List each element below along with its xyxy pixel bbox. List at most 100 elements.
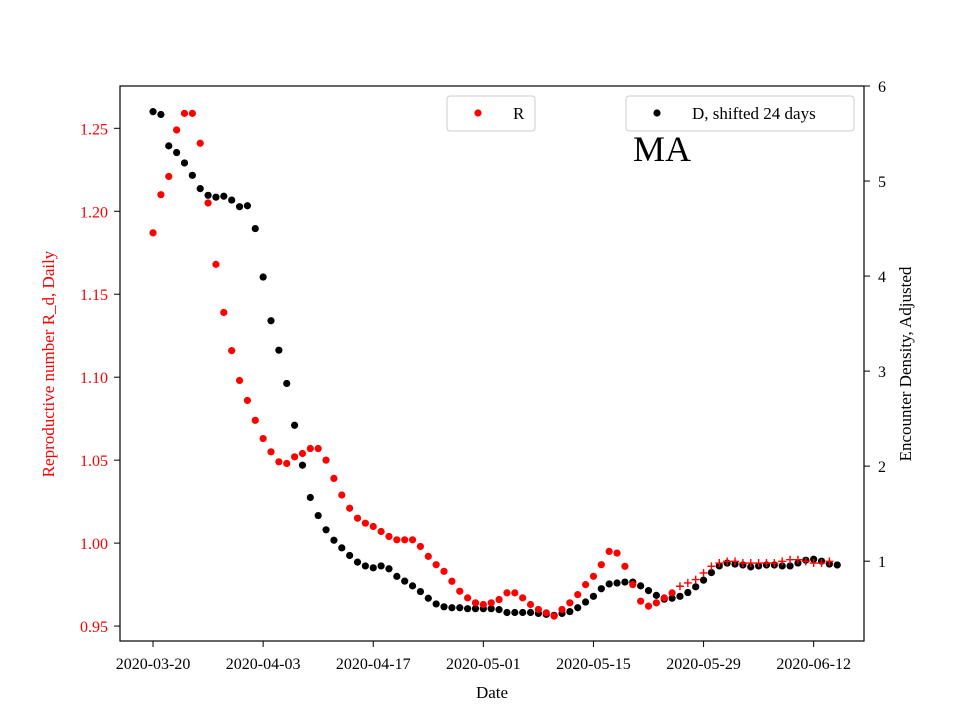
r-point: [401, 536, 409, 544]
r-point: [314, 444, 322, 453]
y-tick-label-left: 1.00: [80, 536, 108, 553]
y-axis-right: 1 2 3 4 5 6: [864, 79, 886, 571]
r-point: [550, 612, 558, 620]
d-point: [699, 576, 708, 584]
r-point: [408, 536, 417, 544]
x-tick-label: 2020-03-20: [116, 656, 191, 673]
d-point: [707, 568, 716, 577]
r-cross-point: [754, 559, 763, 568]
r-cross-point: [825, 557, 834, 566]
r-cross-point: [746, 559, 755, 568]
r-cross-point: [809, 559, 818, 568]
r-cross-point: [778, 557, 787, 566]
r-series-group: [149, 109, 676, 620]
d-point: [652, 591, 660, 599]
d-point: [621, 578, 629, 586]
y-tick-label-right: 6: [878, 79, 886, 96]
r-point: [298, 449, 307, 458]
d-point: [346, 551, 354, 560]
d-point: [574, 604, 582, 612]
r-cross-point: [675, 582, 684, 591]
d-point: [589, 592, 598, 600]
r-cross-point: [683, 578, 692, 587]
y-axis-left: 0.95 1.00 1.05 1.10 1.15 1.20 1.25: [80, 121, 120, 636]
legend-r-marker: [474, 109, 482, 117]
r-point: [644, 602, 653, 610]
r-point: [220, 308, 228, 317]
r-point: [188, 109, 196, 117]
d-point: [424, 594, 432, 602]
y-tick-label-left: 1.10: [80, 370, 108, 387]
d-point: [377, 562, 385, 570]
d-point: [526, 608, 535, 617]
r-point: [613, 549, 621, 557]
d-point: [228, 196, 236, 204]
d-point: [204, 191, 212, 199]
y-tick-label-right: 5: [878, 174, 886, 191]
r-cross-point: [801, 557, 810, 566]
r-point: [369, 522, 377, 531]
r-point: [479, 600, 487, 609]
r-point: [346, 504, 354, 512]
y-axis-label-right: Encounter Density, Adjusted: [896, 266, 915, 461]
r-point: [267, 448, 275, 456]
r-point: [566, 599, 574, 607]
plot-frame: [119, 85, 865, 642]
r-point: [503, 589, 511, 597]
r-point: [456, 587, 464, 595]
y-tick-label-right: 2: [878, 459, 886, 476]
r-point: [574, 590, 582, 599]
r-point: [306, 444, 314, 453]
r-cross-point: [762, 559, 771, 568]
y-tick-label-right: 4: [878, 269, 886, 286]
d-point: [408, 582, 417, 590]
y-tick-label-right: 1: [878, 554, 886, 571]
r-point: [519, 594, 527, 602]
r-point: [471, 599, 480, 607]
x-tick-label: 2020-06-12: [776, 656, 851, 673]
y-tick-label-left: 1.05: [80, 453, 108, 470]
d-point: [676, 592, 684, 600]
r-point: [149, 229, 157, 237]
r-point: [251, 416, 259, 424]
d-point: [149, 108, 157, 116]
r-point: [283, 459, 291, 468]
r-cross-point: [738, 559, 747, 568]
r-point: [440, 567, 448, 575]
d-point: [597, 585, 605, 593]
x-tick-label: 2020-04-17: [336, 656, 411, 673]
x-tick-label: 2020-05-15: [556, 656, 631, 673]
y-axis-label-left: Reproductive number R_d, Daily: [39, 250, 58, 477]
d-point: [361, 562, 369, 570]
d-point: [401, 577, 409, 585]
r-point: [495, 595, 503, 604]
y-tick-label-left: 1.15: [80, 287, 108, 304]
d-point: [259, 273, 267, 281]
plot-area: [120, 86, 864, 641]
r-point: [275, 458, 283, 466]
d-series-group: [149, 108, 841, 619]
d-point: [464, 605, 472, 613]
r-point: [157, 191, 165, 199]
r-point: [526, 600, 535, 609]
x-tick-label: 2020-05-01: [446, 656, 521, 673]
d-point: [196, 185, 204, 193]
d-point: [385, 565, 393, 573]
d-point: [267, 317, 275, 325]
d-point: [471, 605, 480, 613]
r-point: [385, 532, 393, 541]
d-point: [778, 562, 786, 570]
d-point: [322, 526, 330, 534]
r-point: [621, 562, 629, 570]
d-point: [180, 159, 189, 167]
legend-d: D, shifted 24 days: [625, 95, 855, 132]
r-point: [196, 139, 204, 147]
d-point: [212, 193, 220, 201]
d-point: [448, 604, 456, 612]
legend-r-label: R: [513, 104, 525, 123]
d-point: [157, 110, 165, 119]
r-point: [637, 597, 645, 605]
d-point: [503, 608, 511, 617]
x-axis: 2020-03-20 2020-04-03 2020-04-17 2020-05-01…: [116, 641, 851, 673]
d-point: [495, 606, 503, 614]
